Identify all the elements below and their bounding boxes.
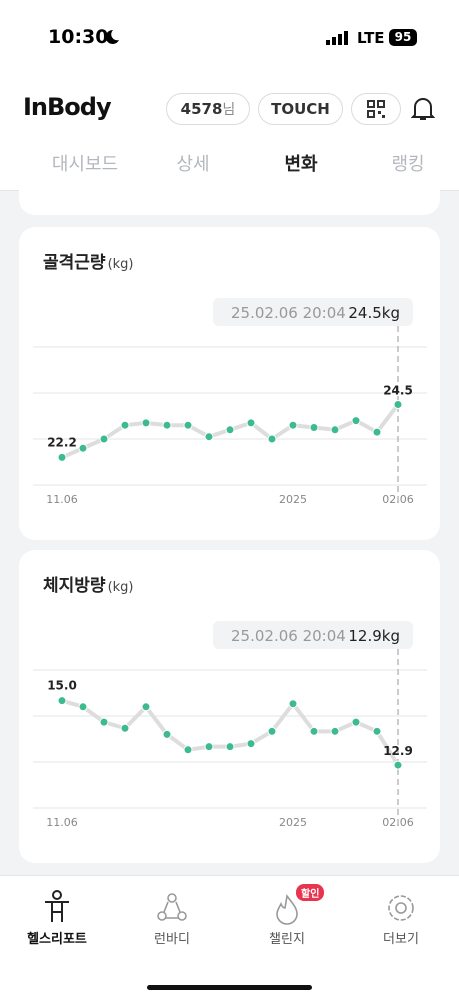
tooltip-date: 25.02.06 20:04 — [231, 304, 346, 322]
touch-button[interactable]: TOUCH — [258, 93, 343, 125]
point — [267, 726, 277, 736]
tooltip-box — [213, 621, 413, 649]
tooltip-value: 24.5kg — [348, 304, 400, 322]
badge: 할인 — [296, 884, 325, 901]
point — [351, 416, 361, 426]
user-id: 4578 — [180, 100, 223, 118]
user-pill[interactable]: 4578 님 — [166, 93, 250, 125]
point — [330, 425, 340, 435]
x-tick-label: 11.06 — [46, 493, 78, 506]
network: LTE — [357, 29, 385, 47]
point — [288, 699, 298, 709]
home-indicator — [147, 985, 312, 990]
value-label: 22.2 — [47, 435, 77, 449]
point — [120, 420, 130, 430]
point — [288, 420, 298, 430]
point — [162, 420, 172, 430]
previous-card — [19, 180, 440, 215]
point — [141, 702, 151, 712]
point — [183, 745, 193, 755]
nav-label[interactable]: 더보기 — [383, 932, 419, 947]
x-tick-label: 02.06 — [382, 816, 414, 829]
chart: 골격근량 (kg) 25.02.06 20:04 24.5kg 22.2 11.06 202… — [33, 253, 427, 506]
point — [393, 760, 403, 770]
signal-icon — [326, 31, 348, 45]
tooltip-date: 25.02.06 20:04 — [231, 627, 346, 645]
tooltip-value: 12.9kg — [348, 627, 400, 645]
time: 10:30 — [48, 26, 109, 48]
point — [330, 726, 340, 736]
qr-icon — [367, 100, 385, 118]
nav-label[interactable]: 런바디 — [154, 932, 190, 947]
x-tick-label: 2025 — [279, 493, 307, 506]
point — [78, 702, 88, 712]
value-label: 15.0 — [47, 679, 77, 693]
point — [372, 726, 382, 736]
point — [246, 739, 256, 749]
value-label: 12.9 — [383, 744, 413, 758]
chart-unit: (kg) — [108, 580, 134, 595]
point — [141, 418, 151, 428]
chart-unit: (kg) — [108, 257, 134, 272]
value-label: 24.5 — [383, 384, 413, 398]
moon-icon — [105, 29, 119, 44]
point — [99, 717, 109, 727]
qr-button[interactable] — [351, 93, 401, 125]
tab[interactable]: 대시보드 — [51, 154, 119, 175]
nav-label[interactable]: 챌린지 — [269, 932, 305, 947]
line — [61, 698, 400, 767]
tab[interactable]: 상세 — [176, 154, 210, 175]
point — [267, 434, 277, 444]
tab[interactable]: 랭킹 — [391, 154, 425, 175]
point — [309, 423, 319, 432]
nav-label[interactable]: 헬스리포트 — [27, 932, 87, 947]
chart-title: 골격근량 — [43, 253, 106, 273]
point — [372, 427, 382, 437]
chart: 체지방량 (kg) 25.02.06 20:04 12.9kg 15.0 11.06 202… — [33, 576, 427, 829]
point — [246, 418, 256, 428]
user-suffix: 님 — [222, 102, 236, 118]
tooltip-box — [213, 298, 413, 326]
point — [78, 443, 88, 453]
logo: InBody — [23, 93, 112, 121]
x-tick-label: 02.06 — [382, 493, 414, 506]
bottom-nav — [0, 875, 459, 1001]
chart-card: 골격근량 (kg) 25.02.06 20:04 24.5kg 22.2 11.06 202… — [19, 227, 440, 540]
point — [120, 723, 130, 733]
point — [225, 742, 235, 752]
point — [162, 729, 172, 739]
point — [351, 717, 361, 727]
point — [57, 696, 67, 706]
x-tick-label: 11.06 — [46, 816, 78, 829]
chart-card: 체지방량 (kg) 25.02.06 20:04 12.9kg 15.0 11.06 202… — [19, 550, 440, 863]
point — [99, 434, 109, 444]
bell-icon[interactable] — [411, 96, 435, 122]
point — [204, 432, 214, 442]
tab[interactable]: 변화 — [284, 154, 318, 175]
point — [309, 726, 319, 736]
battery: 95 — [389, 29, 417, 46]
point — [57, 452, 67, 462]
point — [393, 400, 403, 409]
point — [183, 420, 193, 430]
point — [204, 742, 214, 752]
point — [225, 425, 235, 435]
chart-title: 체지방량 — [43, 576, 106, 596]
nav-icons — [45, 890, 414, 925]
x-tick-label: 2025 — [279, 816, 307, 829]
